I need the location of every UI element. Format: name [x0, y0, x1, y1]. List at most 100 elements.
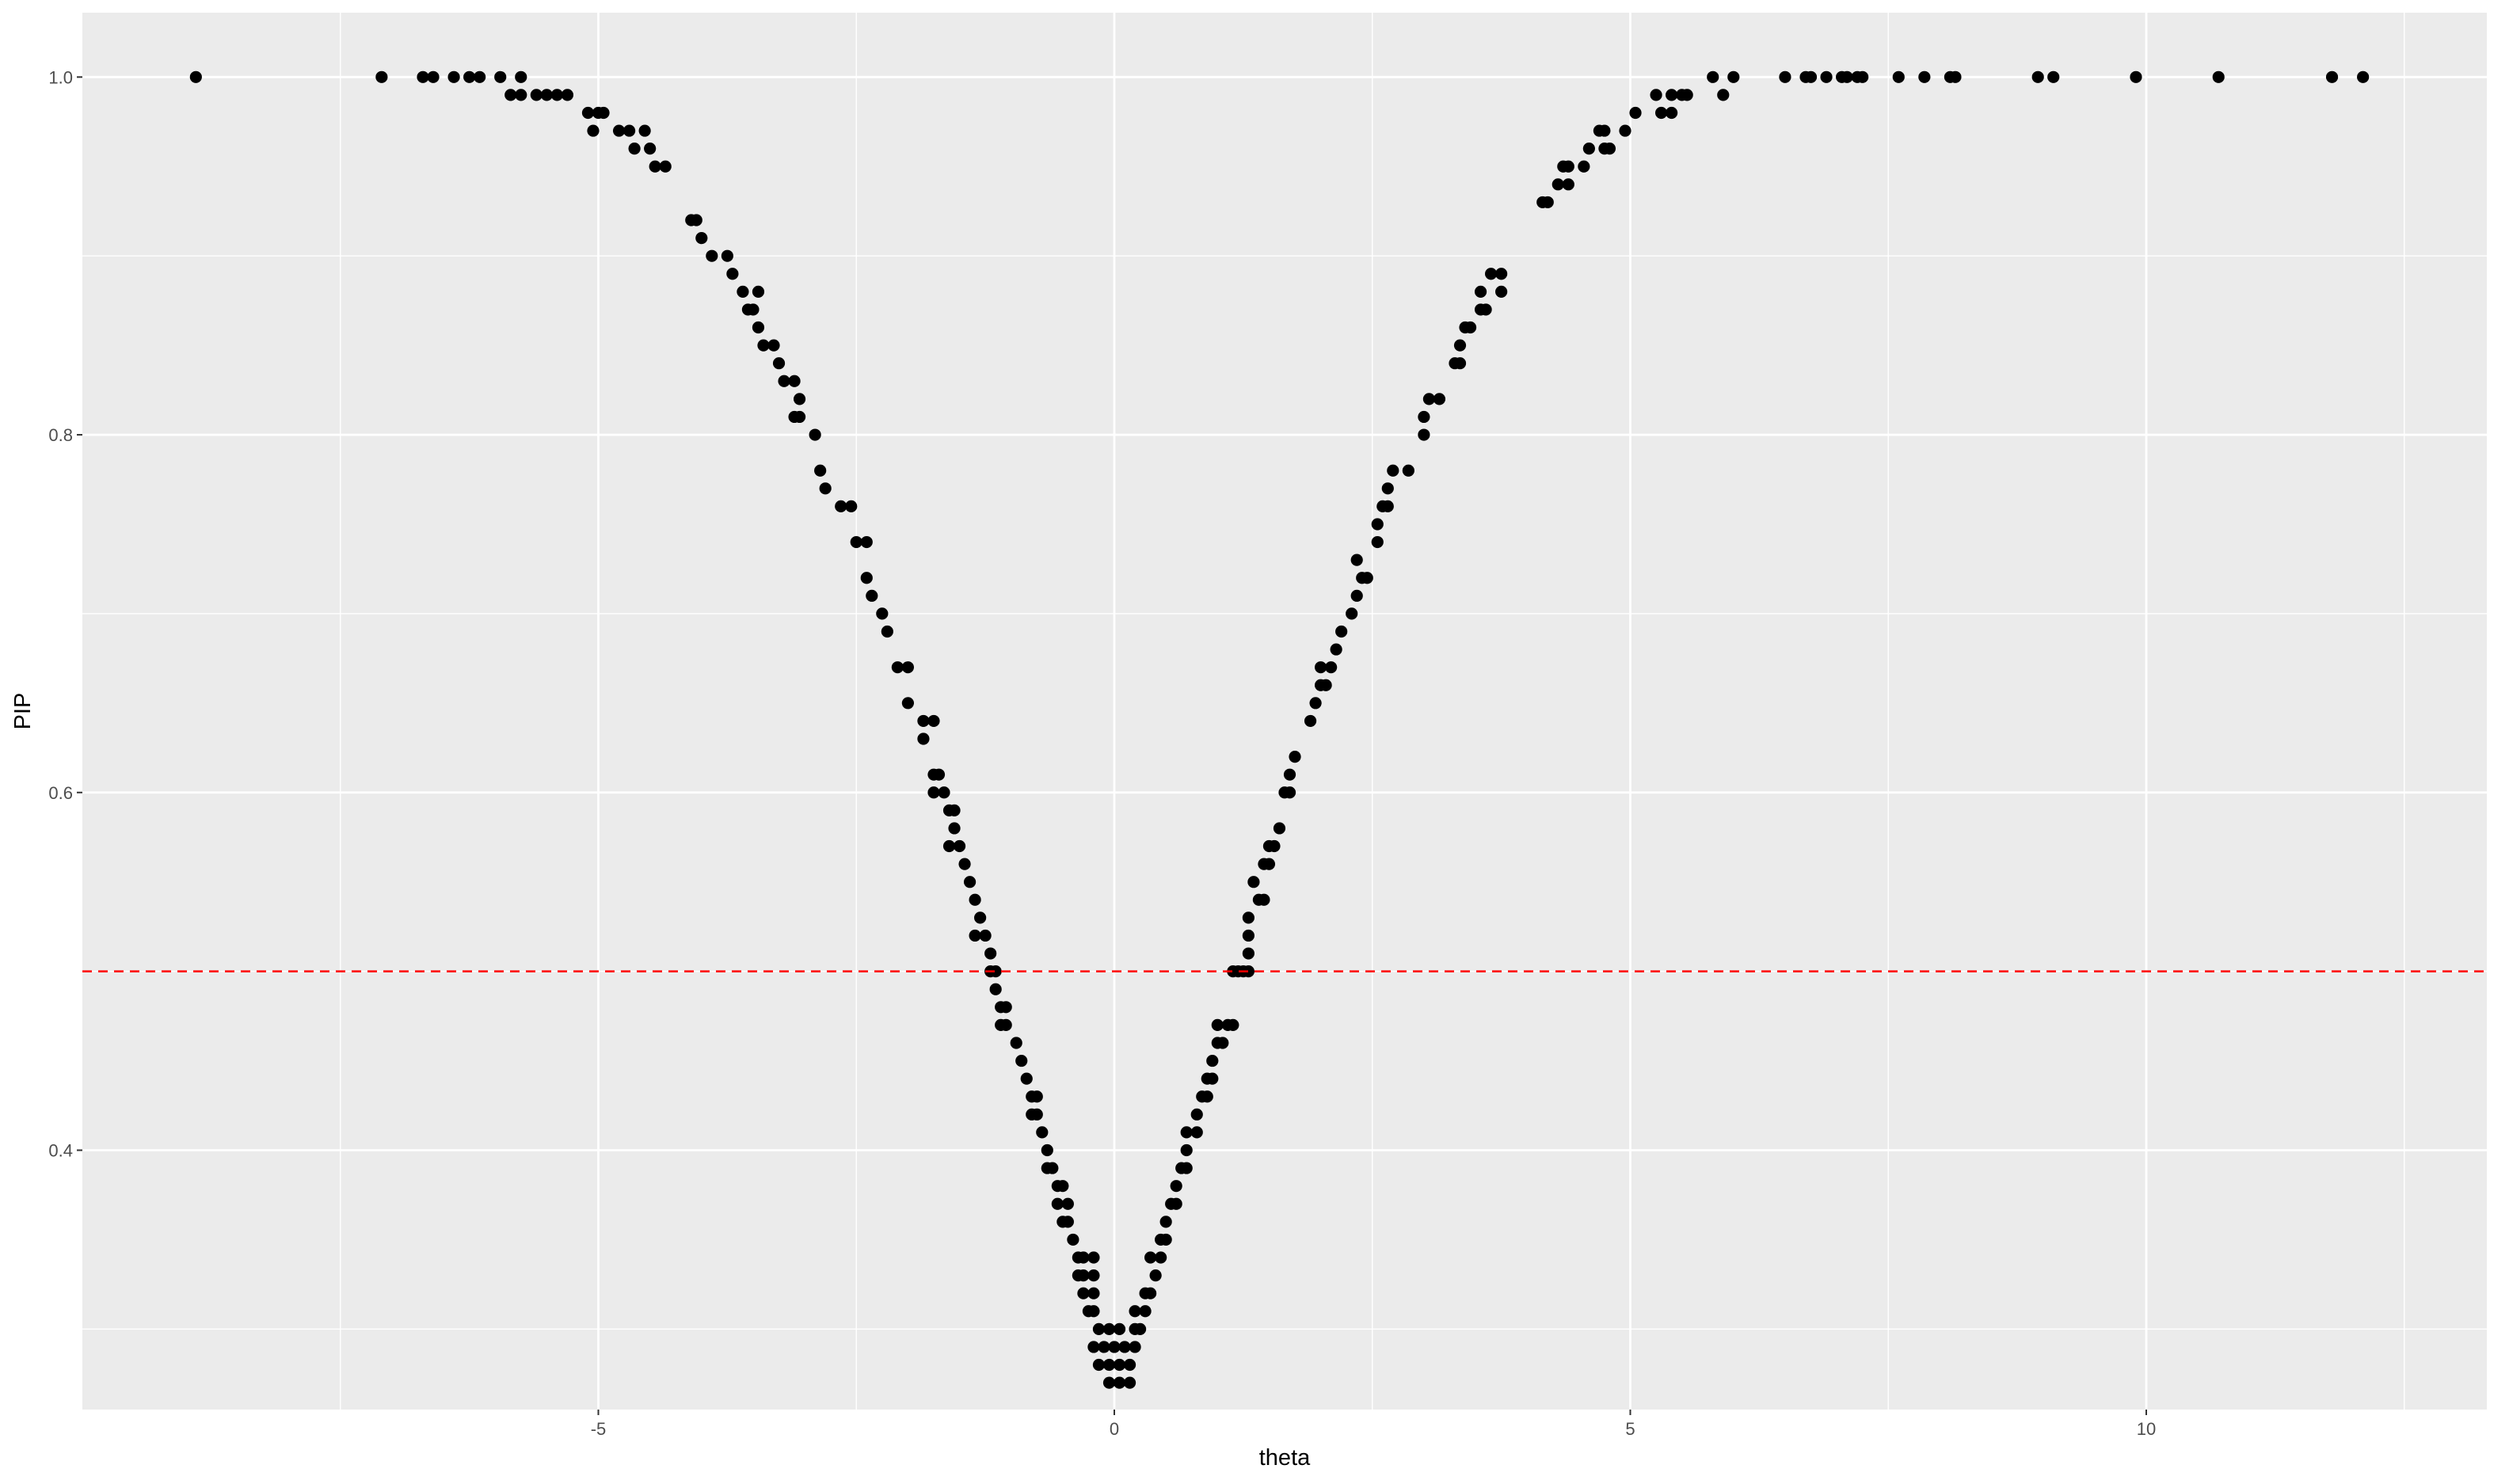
data-point — [989, 965, 1002, 978]
data-point — [1666, 106, 1678, 120]
data-point — [1159, 1233, 1172, 1246]
data-point — [1102, 1358, 1116, 1372]
data-point — [1387, 464, 1399, 477]
data-point — [788, 375, 801, 387]
data-point — [1258, 893, 1270, 906]
data-point — [1133, 1322, 1147, 1335]
data-point — [1046, 1162, 1059, 1174]
data-point — [1582, 143, 1595, 155]
data-point — [1123, 1376, 1136, 1389]
data-point — [999, 1018, 1012, 1031]
data-point — [1242, 911, 1254, 924]
data-point — [927, 786, 940, 799]
data-point — [504, 89, 517, 101]
data-point — [969, 893, 981, 906]
data-point — [2212, 70, 2225, 83]
data-point — [948, 822, 961, 835]
data-point — [1283, 786, 1296, 799]
data-point — [2047, 70, 2060, 83]
data-point — [1418, 428, 1430, 441]
data-point — [622, 124, 636, 137]
data-point — [1123, 1358, 1136, 1372]
data-point — [1598, 124, 1611, 137]
data-point — [690, 214, 702, 226]
data-point — [1227, 1018, 1239, 1031]
data-point — [1087, 1269, 1100, 1282]
data-point — [1820, 70, 1833, 83]
data-point — [778, 375, 790, 387]
data-point — [969, 929, 981, 942]
data-point — [1061, 1197, 1074, 1210]
data-point — [628, 143, 641, 155]
data-point — [1030, 1090, 1043, 1103]
data-point — [942, 839, 956, 853]
data-point — [979, 929, 992, 942]
data-point — [1118, 1341, 1131, 1353]
data-point — [1067, 1233, 1079, 1246]
data-point — [1149, 1269, 1162, 1282]
data-point — [1418, 410, 1430, 424]
data-point — [1381, 482, 1394, 495]
data-point — [1371, 535, 1384, 549]
data-point — [963, 876, 977, 888]
data-point — [1273, 822, 1286, 835]
data-point — [1495, 268, 1508, 280]
data-point — [1304, 714, 1317, 728]
data-point — [917, 714, 930, 728]
data-point — [989, 983, 1002, 995]
data-point — [850, 535, 862, 549]
data-point — [530, 89, 543, 101]
data-point — [1159, 1216, 1172, 1228]
data-point — [1030, 1108, 1043, 1121]
data-point — [876, 607, 889, 620]
data-point — [612, 124, 626, 137]
data-point — [891, 661, 904, 674]
x-axis: -5 0 5 10 — [591, 1410, 2156, 1439]
data-point — [1108, 1341, 1121, 1353]
data-point — [835, 500, 847, 512]
data-point — [1681, 89, 1693, 101]
data-point — [953, 839, 966, 853]
data-point — [1170, 1180, 1182, 1193]
y-axis-title: PIP — [10, 693, 36, 730]
data-point — [1242, 929, 1254, 942]
data-point — [189, 70, 202, 83]
y-axis: 0.4 0.6 0.8 1.0 — [48, 67, 82, 1160]
data-point — [747, 303, 760, 316]
data-point — [860, 572, 873, 584]
data-point — [1453, 339, 1467, 352]
data-point — [1155, 1251, 1167, 1264]
data-point — [1262, 858, 1276, 870]
data-point — [1289, 750, 1301, 763]
data-point — [757, 339, 770, 352]
x-axis-title: theta — [1259, 1445, 1311, 1471]
data-point — [1206, 1054, 1219, 1067]
data-point — [1092, 1322, 1106, 1335]
data-point — [1180, 1126, 1193, 1139]
data-point — [1495, 285, 1508, 298]
data-point — [1325, 661, 1338, 674]
data-point — [860, 535, 873, 549]
data-point — [984, 947, 997, 960]
y-tick-label: 1.0 — [48, 67, 73, 87]
data-point — [1190, 1108, 1203, 1121]
data-point — [814, 464, 827, 477]
data-point — [901, 697, 915, 710]
y-tick-label: 0.6 — [48, 783, 73, 803]
data-point — [917, 732, 930, 745]
data-point — [1371, 518, 1384, 531]
data-point — [1562, 178, 1574, 191]
x-tick-label: 10 — [2137, 1419, 2156, 1439]
data-point — [1619, 124, 1631, 137]
data-point — [1061, 1216, 1074, 1228]
data-point — [1242, 947, 1254, 960]
plot-panel — [82, 13, 2487, 1410]
data-point — [932, 768, 946, 781]
data-point — [1041, 1143, 1053, 1157]
data-point — [845, 500, 858, 512]
data-point — [793, 393, 806, 405]
data-point — [1180, 1143, 1193, 1157]
data-point — [1309, 697, 1322, 710]
data-point — [474, 70, 486, 83]
